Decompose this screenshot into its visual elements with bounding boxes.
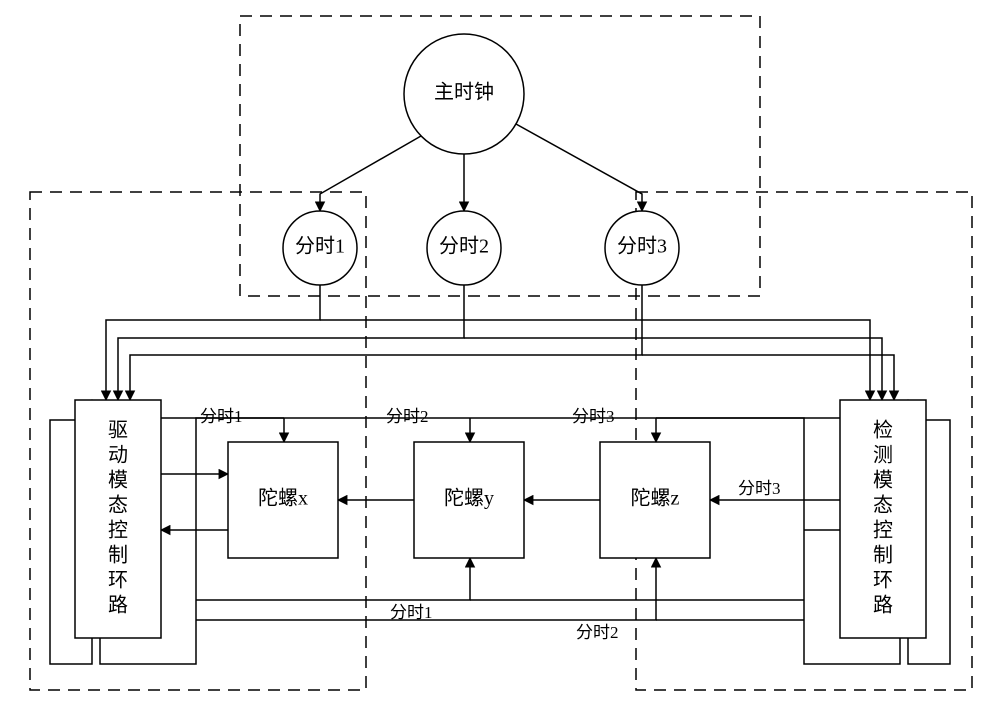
edge-label: 分时1 (200, 407, 243, 426)
diagram-canvas: 分时1分时2分时3分时3分时1分时2主时钟分时1分时2分时3驱动模态控制环路检测… (0, 0, 1000, 707)
node-label: 分时3 (617, 235, 667, 258)
edge-s1_det (320, 320, 870, 400)
node-label: 陀螺x (258, 487, 308, 510)
edge-label: 分时2 (576, 623, 619, 642)
edge-m_s1 (320, 136, 421, 211)
edge-s2_drv (118, 285, 464, 400)
node-label: 陀螺y (444, 487, 494, 510)
node-label: 陀螺z (631, 487, 680, 510)
edge-label: 分时1 (390, 603, 433, 622)
node-label: 分时2 (439, 235, 489, 258)
edge-s3_det (642, 355, 894, 400)
edge-label: 分时3 (738, 479, 781, 498)
node-label: 主时钟 (434, 81, 494, 104)
edge-s3_drv (130, 285, 642, 400)
edge-label: 分时2 (386, 407, 429, 426)
edge-label: 分时3 (572, 407, 615, 426)
edge-s1_drv (106, 285, 320, 400)
edge-s2_det (464, 338, 882, 400)
edge-drv_mid (196, 558, 470, 600)
node-label: 分时1 (295, 235, 345, 258)
edge-m_s3 (516, 124, 642, 211)
